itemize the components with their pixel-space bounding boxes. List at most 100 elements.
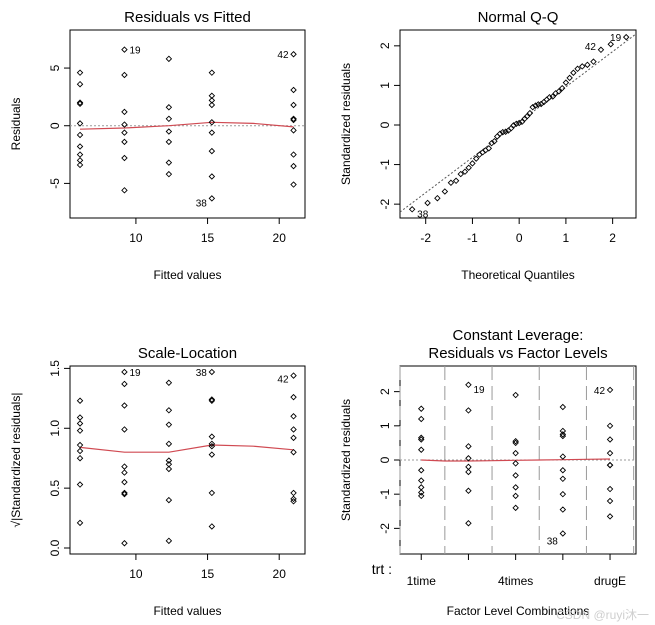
chart-subtitle: Residuals vs Factor Levels — [428, 345, 607, 362]
data-point — [76, 143, 84, 150]
plot-box — [69, 29, 306, 219]
data-point — [418, 436, 425, 443]
data-point — [208, 129, 216, 136]
chart-title: Scale-Location — [138, 345, 237, 362]
data-point — [526, 109, 534, 117]
y-axis-label: Standardized residuals — [339, 399, 353, 521]
plot-box — [399, 29, 637, 219]
y-tick-label: 0 — [378, 456, 392, 463]
x-tick-label: 2 — [609, 231, 616, 245]
data-point — [290, 489, 297, 497]
point-label: 19 — [129, 46, 141, 57]
data-point — [121, 368, 128, 376]
data-point — [76, 69, 84, 76]
x-tick-label: 15 — [201, 567, 215, 581]
data-point — [559, 427, 567, 435]
data-point — [493, 133, 501, 140]
data-point — [465, 487, 472, 495]
x-tick-label: 20 — [273, 567, 287, 581]
data-point — [76, 80, 84, 88]
point-label: 38 — [196, 368, 208, 379]
data-point — [418, 405, 425, 412]
data-point — [606, 449, 614, 457]
data-point — [418, 489, 425, 496]
data-point — [496, 130, 504, 137]
data-point — [523, 113, 531, 120]
data-point — [555, 88, 563, 95]
data-point — [290, 495, 297, 503]
data-point — [469, 160, 476, 167]
data-point — [452, 177, 460, 185]
data-point — [491, 137, 498, 145]
chart-title: Constant Leverage: — [453, 327, 584, 344]
x-tick-label: 1 — [563, 231, 570, 245]
point-label: 42 — [277, 50, 289, 61]
data-point — [513, 120, 520, 128]
data-point — [290, 393, 297, 401]
chart-rvf: Residuals vs Fitted Fitted values Residual… — [9, 9, 306, 282]
data-point — [165, 170, 173, 178]
x-tick-label: drugE — [594, 574, 626, 588]
data-point — [76, 397, 84, 404]
data-point — [290, 101, 297, 109]
data-point — [590, 58, 597, 65]
x-axis-label: Fitted values — [153, 268, 221, 282]
data-point — [447, 179, 455, 187]
data-point — [76, 454, 84, 462]
y-tick-label: -5 — [48, 178, 62, 189]
data-point — [165, 104, 173, 111]
y-tick-label: 5 — [48, 64, 62, 71]
data-point — [208, 442, 216, 450]
data-point — [121, 154, 128, 162]
data-point — [290, 86, 297, 94]
point-label: 19 — [610, 33, 622, 44]
data-point — [559, 432, 567, 440]
point-label: 19 — [473, 385, 485, 396]
data-point — [597, 46, 605, 54]
data-point — [418, 415, 425, 423]
point-label: 19 — [129, 368, 141, 379]
y-tick-label: -2 — [378, 523, 392, 534]
data-point — [208, 489, 216, 497]
point-label: 38 — [417, 209, 429, 220]
data-point — [165, 421, 173, 428]
y-axis-label: Residuals — [9, 98, 23, 151]
y-tick-label: 0.5 — [48, 479, 62, 496]
point-label: 42 — [594, 386, 606, 397]
data-point — [290, 162, 297, 170]
data-point — [165, 55, 173, 63]
data-point — [290, 434, 297, 442]
data-point — [76, 151, 84, 158]
data-point — [559, 530, 567, 537]
data-point — [465, 164, 472, 171]
data-point — [465, 463, 472, 471]
data-point — [559, 490, 567, 498]
y-tick-label: -1 — [378, 489, 392, 500]
y-tick-label: 2 — [378, 388, 392, 395]
data-point — [559, 431, 567, 438]
point-label: 42 — [585, 42, 597, 53]
data-point — [290, 426, 297, 433]
data-point — [434, 194, 441, 202]
data-point — [559, 475, 567, 483]
data-point — [76, 99, 84, 106]
x-tick-label: 15 — [201, 231, 215, 245]
data-point — [606, 497, 614, 505]
data-point — [461, 168, 469, 175]
y-tick-label: -1 — [378, 159, 392, 170]
data-point — [208, 119, 216, 126]
data-point — [121, 46, 128, 53]
data-point — [121, 187, 128, 194]
x-tick-label: -1 — [467, 231, 478, 245]
x-tick-label: 0 — [516, 231, 523, 245]
data-point — [418, 477, 425, 484]
data-point — [121, 129, 128, 136]
data-point — [418, 446, 425, 453]
data-point — [121, 490, 128, 498]
data-point — [418, 492, 425, 500]
data-point — [472, 155, 480, 162]
data-point — [208, 147, 216, 155]
data-point — [121, 71, 128, 79]
x-axis-label: Factor Level Combinations — [447, 604, 590, 618]
